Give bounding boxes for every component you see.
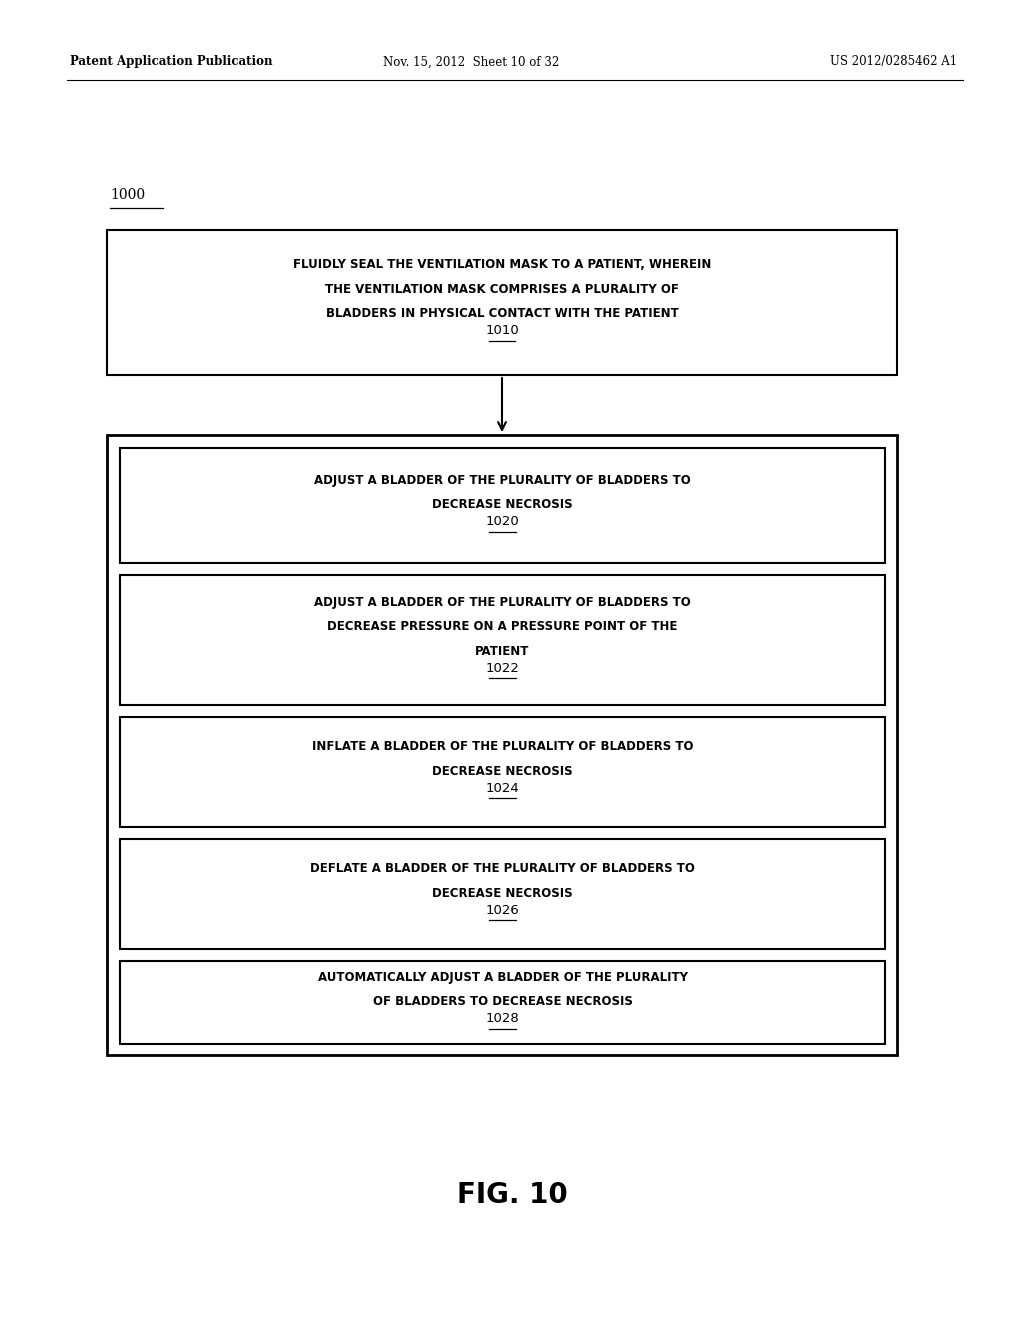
Text: DECREASE PRESSURE ON A PRESSURE POINT OF THE: DECREASE PRESSURE ON A PRESSURE POINT OF… bbox=[328, 620, 678, 634]
Bar bbox=[120, 961, 885, 1044]
Text: 1020: 1020 bbox=[485, 515, 519, 528]
Text: DECREASE NECROSIS: DECREASE NECROSIS bbox=[432, 498, 572, 511]
Text: ADJUST A BLADDER OF THE PLURALITY OF BLADDERS TO: ADJUST A BLADDER OF THE PLURALITY OF BLA… bbox=[314, 474, 691, 487]
Text: 1000: 1000 bbox=[110, 187, 145, 202]
Text: BLADDERS IN PHYSICAL CONTACT WITH THE PATIENT: BLADDERS IN PHYSICAL CONTACT WITH THE PA… bbox=[326, 308, 678, 321]
Text: DECREASE NECROSIS: DECREASE NECROSIS bbox=[432, 887, 572, 899]
Bar bbox=[106, 230, 897, 375]
Text: 1026: 1026 bbox=[485, 904, 519, 916]
Text: OF BLADDERS TO DECREASE NECROSIS: OF BLADDERS TO DECREASE NECROSIS bbox=[373, 995, 633, 1008]
Text: 1022: 1022 bbox=[485, 661, 519, 675]
Bar bbox=[120, 840, 885, 949]
Text: AUTOMATICALLY ADJUST A BLADDER OF THE PLURALITY: AUTOMATICALLY ADJUST A BLADDER OF THE PL… bbox=[317, 970, 687, 983]
Bar bbox=[120, 717, 885, 828]
Text: ADJUST A BLADDER OF THE PLURALITY OF BLADDERS TO: ADJUST A BLADDER OF THE PLURALITY OF BLA… bbox=[314, 595, 691, 609]
Text: PATIENT: PATIENT bbox=[475, 644, 529, 657]
Text: Patent Application Publication: Patent Application Publication bbox=[70, 55, 272, 69]
Text: 1024: 1024 bbox=[485, 781, 519, 795]
Bar bbox=[106, 436, 897, 1055]
Text: Nov. 15, 2012  Sheet 10 of 32: Nov. 15, 2012 Sheet 10 of 32 bbox=[383, 55, 559, 69]
Text: THE VENTILATION MASK COMPRISES A PLURALITY OF: THE VENTILATION MASK COMPRISES A PLURALI… bbox=[325, 282, 679, 296]
Text: DECREASE NECROSIS: DECREASE NECROSIS bbox=[432, 764, 572, 777]
Bar bbox=[120, 576, 885, 705]
Text: 1028: 1028 bbox=[485, 1012, 519, 1026]
Text: DEFLATE A BLADDER OF THE PLURALITY OF BLADDERS TO: DEFLATE A BLADDER OF THE PLURALITY OF BL… bbox=[310, 862, 695, 875]
Text: US 2012/0285462 A1: US 2012/0285462 A1 bbox=[830, 55, 957, 69]
Text: 1010: 1010 bbox=[485, 325, 519, 338]
Text: FIG. 10: FIG. 10 bbox=[457, 1181, 567, 1209]
Text: INFLATE A BLADDER OF THE PLURALITY OF BLADDERS TO: INFLATE A BLADDER OF THE PLURALITY OF BL… bbox=[311, 741, 693, 754]
Text: FLUIDLY SEAL THE VENTILATION MASK TO A PATIENT, WHEREIN: FLUIDLY SEAL THE VENTILATION MASK TO A P… bbox=[293, 259, 712, 272]
Bar bbox=[120, 447, 885, 564]
